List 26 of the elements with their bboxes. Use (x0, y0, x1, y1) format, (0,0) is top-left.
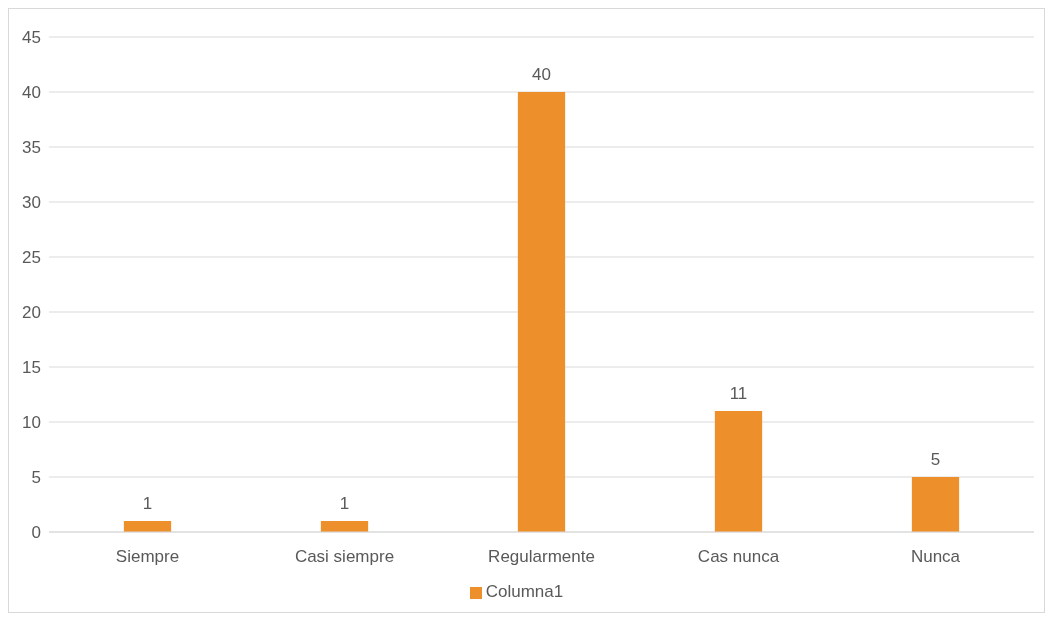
data-label: 5 (930, 450, 941, 469)
data-label: 1 (142, 494, 153, 513)
x-tick-label: Nunca (910, 547, 961, 567)
x-tick-label: Cas nunca (697, 547, 780, 567)
y-tick-label: 0 (31, 523, 41, 543)
bar (123, 521, 172, 532)
y-tick-label: 35 (22, 138, 41, 158)
y-tick-label: 15 (22, 358, 41, 378)
y-tick-label: 40 (22, 83, 41, 103)
legend-label: Columna1 (485, 582, 564, 601)
data-label: 1 (339, 494, 350, 513)
y-tick-label: 25 (22, 248, 41, 268)
y-tick-label: 5 (31, 468, 41, 488)
y-tick-label: 45 (22, 28, 41, 48)
data-label: 40 (532, 65, 551, 84)
x-tick-label: Regularmente (488, 547, 595, 567)
bar (911, 477, 960, 532)
bar (320, 521, 369, 532)
bar (517, 92, 566, 532)
y-tick-label: 10 (22, 413, 41, 433)
y-tick-label: 30 (22, 193, 41, 213)
bar (714, 411, 763, 532)
x-tick-label: Siempre (115, 547, 180, 567)
data-label: 11 (729, 384, 748, 403)
y-tick-label: 20 (22, 303, 41, 323)
x-tick-label: Casi siempre (294, 547, 395, 567)
